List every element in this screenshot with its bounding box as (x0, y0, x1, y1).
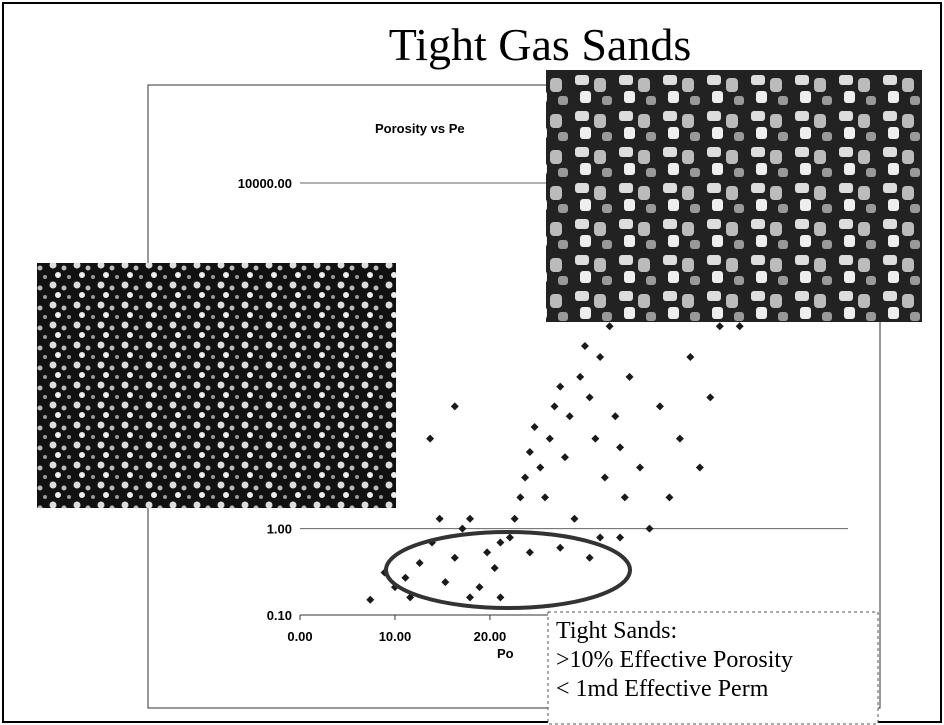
x-tick-label: 20.00 (474, 629, 507, 644)
x-tick-label: 10.00 (379, 629, 412, 644)
thin-section-photo (546, 70, 922, 322)
slide-title: Tight Gas Sands (389, 19, 691, 70)
note-line: < 1md Effective Perm (556, 676, 769, 702)
slide: Tight Gas Sands Porosity vs Pe Po 0.10 1.… (0, 0, 944, 725)
x-axis-label: Po (497, 646, 514, 661)
chart-title: Porosity vs Pe (375, 121, 465, 136)
note-line: >10% Effective Porosity (556, 647, 793, 673)
x-tick-label: 0.00 (287, 629, 312, 644)
y-tick-label: 0.10 (267, 608, 292, 623)
note-line: Tight Sands: (556, 618, 677, 644)
thin-section-photo (37, 263, 396, 508)
page: Tight Gas Sands Porosity vs Pe Po 0.10 1.… (0, 0, 944, 725)
y-tick-label: 1.00 (267, 522, 292, 537)
y-tick-label: 10000.00 (238, 176, 292, 191)
